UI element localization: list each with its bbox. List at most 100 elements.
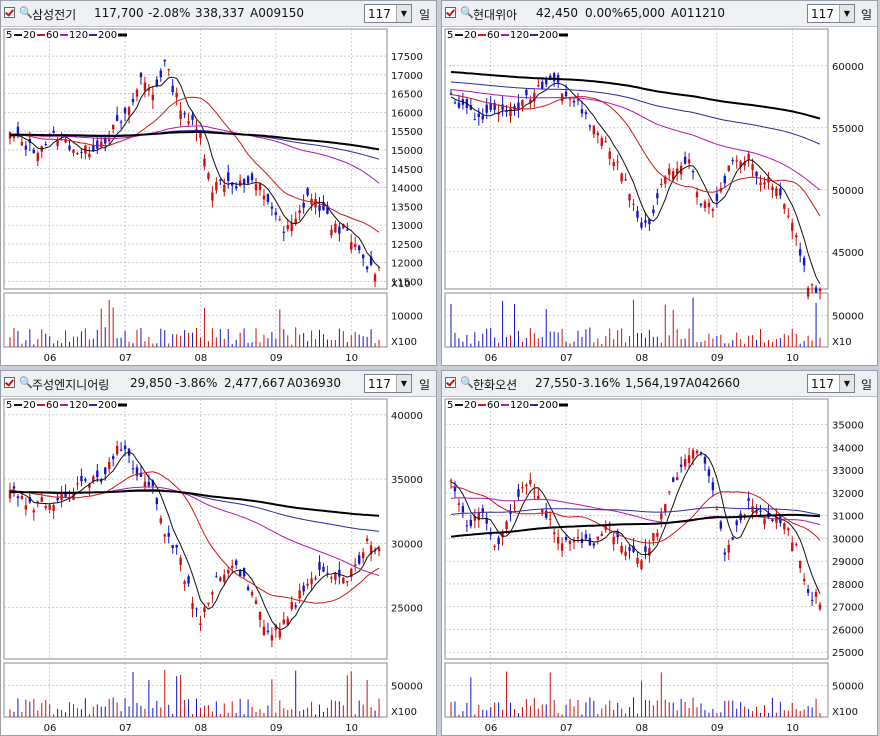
candle-body: [131, 468, 135, 470]
candle-body: [652, 533, 655, 541]
candle-body: [52, 505, 55, 511]
candle-body: [179, 557, 182, 565]
search-icon[interactable]: 🔍: [460, 376, 474, 389]
candle-body: [350, 242, 353, 250]
select-checkbox[interactable]: [4, 7, 15, 18]
candle-body: [787, 215, 790, 217]
candle-body: [802, 579, 806, 582]
stock-name[interactable]: 주성엔지니어링: [32, 378, 110, 392]
candle-body: [600, 138, 603, 146]
price-tick-label: 31000: [832, 512, 864, 523]
candle-body: [525, 89, 528, 96]
candle-body: [294, 218, 297, 223]
candle-body: [679, 464, 683, 467]
candle-body: [342, 224, 345, 229]
candle-body: [541, 81, 544, 89]
candle-body: [147, 88, 151, 91]
candle-body: [763, 518, 766, 525]
candle-body: [787, 528, 790, 531]
candle-body: [485, 104, 488, 113]
candle-body: [346, 581, 349, 583]
candle-body: [755, 171, 758, 177]
chevron-down-icon[interactable]: ▼: [396, 5, 411, 22]
price-tick-label: 17000: [391, 71, 423, 82]
stock-change: 0.00%: [585, 6, 624, 20]
chart-panel-samsung-electro[interactable]: 🔍 삼성전기 117,700 -2.08% 338,337 A009150 11…: [0, 0, 437, 366]
candle-body: [377, 267, 381, 269]
volume-scale-label: X100: [832, 707, 858, 718]
interval-label[interactable]: 일: [419, 8, 431, 22]
stock-change: -3.86%: [175, 376, 218, 390]
candle-body: [242, 568, 246, 577]
stock-name[interactable]: 한화오션: [473, 378, 518, 392]
candle-body: [191, 603, 194, 609]
candle-body: [246, 586, 250, 590]
candle-body: [564, 91, 568, 97]
period-dropdown[interactable]: 117 ▼: [364, 4, 412, 23]
candle-body: [481, 508, 484, 513]
candle-body: [369, 545, 373, 555]
candle-body: [545, 510, 548, 518]
candle-body: [477, 512, 480, 521]
candle-body: [191, 114, 194, 120]
candlestick-chart[interactable]: 40000 35000 30000 25000 50000 X100 06 07 08 09 10 5…: [1, 371, 437, 736]
candle-body: [84, 478, 87, 481]
period-dropdown[interactable]: 117 ▼: [807, 4, 855, 23]
candle-body: [596, 536, 600, 540]
search-icon[interactable]: 🔍: [19, 376, 33, 389]
candle-body: [104, 467, 107, 475]
candlestick-chart[interactable]: 35000 34000 33000 32000 31000 30000 29000 28000…: [442, 371, 878, 736]
select-checkbox[interactable]: [445, 7, 456, 18]
chart-panel-jusung-eng[interactable]: 🔍 주성엔지니어링 29,850 -3.86% 2,477,667 A03693…: [0, 370, 437, 736]
search-icon[interactable]: 🔍: [19, 6, 33, 19]
candle-body: [318, 562, 321, 570]
price-tick-label: 45000: [832, 248, 864, 259]
month-tick-label: 08: [635, 723, 648, 734]
candle-body: [365, 266, 369, 270]
interval-label[interactable]: 일: [419, 378, 431, 392]
candle-body: [270, 634, 274, 641]
legend-ma-5-label: 5: [447, 30, 453, 41]
select-checkbox[interactable]: [4, 377, 15, 388]
select-checkbox[interactable]: [445, 377, 456, 388]
candle-body: [108, 462, 111, 470]
candle-body: [604, 141, 607, 143]
candle-body: [20, 142, 24, 146]
period-dropdown[interactable]: 117 ▼: [807, 374, 855, 393]
candle-body: [12, 136, 16, 139]
candle-body: [799, 249, 802, 256]
month-tick-label: 08: [635, 353, 648, 364]
candle-body: [664, 176, 667, 184]
chart-panel-hyundai-wia[interactable]: 🔍 현대위아 42,450 0.00% 65,000 A011210 117 ▼ …: [441, 0, 878, 366]
candle-body: [175, 92, 178, 98]
interval-label[interactable]: 일: [861, 378, 873, 392]
chart-panel-hanwha-ocean[interactable]: 🔍 한화오션 27,550 -3.16% 1,564,197 A042660 1…: [441, 370, 878, 736]
period-dropdown[interactable]: 117 ▼: [364, 374, 412, 393]
candle-body: [525, 484, 528, 487]
candle-body: [779, 188, 782, 196]
candle-body: [517, 489, 520, 497]
candle-body: [552, 532, 556, 535]
candle-body: [509, 108, 512, 117]
ma-20-line: [10, 471, 380, 604]
chevron-down-icon[interactable]: ▼: [839, 375, 854, 392]
chevron-down-icon[interactable]: ▼: [396, 375, 411, 392]
search-icon[interactable]: 🔍: [460, 6, 474, 19]
candle-body: [223, 574, 226, 582]
chevron-down-icon[interactable]: ▼: [839, 5, 854, 22]
candlestick-chart[interactable]: 17500 17000 16500 16000 15500 15000 14500 14000…: [1, 1, 437, 366]
candle-body: [342, 577, 345, 584]
interval-label[interactable]: 일: [861, 8, 873, 22]
volume-tick-label: 50000: [391, 682, 423, 693]
candle-body: [802, 257, 806, 266]
stock-name[interactable]: 현대위아: [473, 8, 518, 22]
price-tick-label: 14500: [391, 165, 423, 176]
legend-ma-200-label: 200: [539, 30, 558, 41]
candle-body: [568, 540, 572, 545]
candle-body: [92, 144, 95, 151]
stock-name[interactable]: 삼성전기: [32, 8, 77, 22]
candle-body: [76, 483, 79, 485]
candle-body: [227, 172, 230, 182]
legend-ma-120-label: 120: [69, 400, 88, 411]
